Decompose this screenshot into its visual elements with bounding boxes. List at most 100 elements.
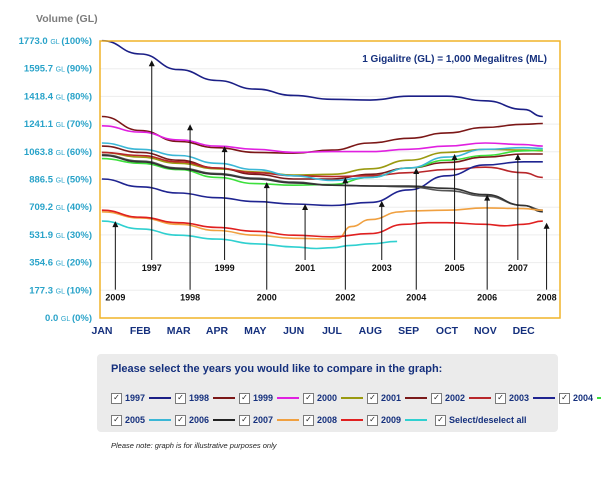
legend-item-1999[interactable]: ✓ 1999 [239, 392, 299, 404]
year-checkbox-2009[interactable]: ✓ [367, 414, 378, 426]
y-axis-title: Volume (GL) [36, 13, 98, 25]
arrow-head [148, 60, 155, 67]
series-line-2000 [101, 148, 543, 176]
annotation-label-2009: 2009 [105, 293, 125, 303]
y-tick-label: 1773.0 GL (100%) [19, 36, 92, 47]
x-axis-ticks: JAN FEB MAR APR MAY JUN JUL AUG SEP OCT NOV DEC [91, 325, 535, 337]
x-tick-label: MAY [244, 325, 266, 337]
legend-item-2009[interactable]: ✓ 2009 [367, 414, 427, 426]
y-tick-label: 354.6 GL (20%) [29, 258, 92, 269]
arrow-head [263, 182, 270, 189]
select-all-item[interactable]: ✓ Select/deselect all [435, 414, 527, 426]
legend-item-2006[interactable]: ✓ 2006 [175, 414, 235, 426]
x-tick-label: JUL [322, 325, 342, 337]
legend-year-label: 2007 [253, 415, 274, 425]
legend-color-swatch [341, 419, 363, 421]
x-tick-label: APR [206, 325, 229, 337]
legend-item-1998[interactable]: ✓ 1998 [175, 392, 235, 404]
y-tick-label: 1063.8 GL (60%) [24, 147, 92, 158]
legend-item-2003[interactable]: ✓ 2003 [495, 392, 555, 404]
arrow-head [451, 153, 458, 160]
x-tick-label: AUG [359, 325, 382, 337]
legend-color-swatch [597, 397, 601, 399]
legend-year-label: 2000 [317, 393, 338, 403]
select-all-label: Select/deselect all [449, 415, 527, 425]
arrow-head [221, 146, 228, 153]
year-checkbox-1997[interactable]: ✓ [111, 392, 122, 404]
x-tick-label: MAR [167, 325, 191, 337]
annotation-label-2000: 2000 [257, 293, 277, 303]
x-tick-label: FEB [130, 325, 151, 337]
y-tick-label: 886.5 GL (50%) [29, 175, 92, 186]
legend-item-2002[interactable]: ✓ 2002 [431, 392, 491, 404]
arrow-head [413, 168, 420, 175]
series-line-2003 [101, 160, 543, 207]
legend-year-label: 1997 [125, 393, 146, 403]
legend-color-swatch [405, 419, 427, 421]
legend-year-label: 2009 [381, 415, 402, 425]
year-checkbox-2005[interactable]: ✓ [111, 414, 122, 426]
legend-year-label: 2006 [189, 415, 210, 425]
footnote: Please note: graph is for illustrative p… [111, 441, 277, 450]
legend-item-2000[interactable]: ✓ 2000 [303, 392, 363, 404]
series-line-1997 [101, 39, 543, 118]
legend-year-label: 2005 [125, 415, 146, 425]
year-checkbox-2007[interactable]: ✓ [239, 414, 250, 426]
annotation-label-1997: 1997 [142, 263, 162, 273]
legend-color-swatch [149, 419, 171, 421]
legend-color-swatch [469, 397, 491, 399]
year-annotations: 1997 1998 1999 2000 2001 2002 2003 2004 2005 2006… [105, 60, 557, 303]
y-tick-label: 1595.7 GL (90%) [24, 64, 92, 75]
series-line-2009 [101, 209, 543, 238]
y-tick-label: 1241.1 GL (70%) [24, 119, 92, 130]
series-line-1999 [101, 125, 543, 154]
y-axis-ticks: 1773.0 GL (100%) 1595.7 GL (90%) 1418.4 GL… [19, 36, 92, 324]
legend-item-2005[interactable]: ✓ 2005 [111, 414, 171, 426]
legend-item-2008[interactable]: ✓ 2008 [303, 414, 363, 426]
arrow-head [342, 177, 349, 184]
annotation-label-2002: 2002 [335, 293, 355, 303]
annotation-label-2006: 2006 [477, 293, 497, 303]
arrow-head [112, 221, 119, 228]
legend-item-2004[interactable]: ✓ 2004 [559, 392, 601, 404]
legend-row: ✓ 2005 ✓ 2006 ✓ 2007 ✓ 2008 ✓ 2009 ✓ Select/deselec… [111, 409, 551, 431]
year-checkbox-2003[interactable]: ✓ [495, 392, 506, 404]
legend-color-swatch [149, 397, 171, 399]
series-line-2002 [101, 151, 543, 179]
x-tick-label: SEP [398, 325, 419, 337]
year-checkbox-2008[interactable]: ✓ [303, 414, 314, 426]
legend-item-2001[interactable]: ✓ 2001 [367, 392, 427, 404]
legend-color-swatch [341, 397, 363, 399]
year-checkbox-2001[interactable]: ✓ [367, 392, 378, 404]
legend-color-swatch [405, 397, 427, 399]
year-checkbox-2004[interactable]: ✓ [559, 392, 570, 404]
arrow-head [484, 194, 491, 201]
arrow-head [514, 153, 521, 160]
annotation-label-2008: 2008 [537, 293, 557, 303]
legend-year-label: 1998 [189, 393, 210, 403]
x-tick-label: JAN [91, 325, 112, 337]
legend-item-1997[interactable]: ✓ 1997 [111, 392, 171, 404]
year-checkbox-1999[interactable]: ✓ [239, 392, 250, 404]
series-line-2005 [101, 142, 543, 182]
legend-year-label: 2003 [509, 393, 530, 403]
series-line-1998 [101, 115, 543, 155]
x-tick-label: NOV [474, 325, 497, 337]
legend-color-swatch [213, 397, 235, 399]
legend-color-swatch [533, 397, 555, 399]
series-line-2007 [101, 154, 543, 213]
legend-year-label: 1999 [253, 393, 274, 403]
select-all-checkbox[interactable]: ✓ [435, 414, 446, 426]
volume-chart: Volume (GL) 1773.0 GL (100%) 1595.7 GL (9… [19, 13, 561, 337]
series-line-2010 [101, 220, 398, 250]
legend-color-swatch [277, 397, 299, 399]
year-checkbox-1998[interactable]: ✓ [175, 392, 186, 404]
annotation-label-2007: 2007 [508, 263, 528, 273]
legend-year-label: 2002 [445, 393, 466, 403]
x-tick-label: DEC [513, 325, 536, 337]
year-checkbox-2002[interactable]: ✓ [431, 392, 442, 404]
year-checkbox-2006[interactable]: ✓ [175, 414, 186, 426]
annotation-label-2001: 2001 [295, 263, 315, 273]
legend-item-2007[interactable]: ✓ 2007 [239, 414, 299, 426]
year-checkbox-2000[interactable]: ✓ [303, 392, 314, 404]
